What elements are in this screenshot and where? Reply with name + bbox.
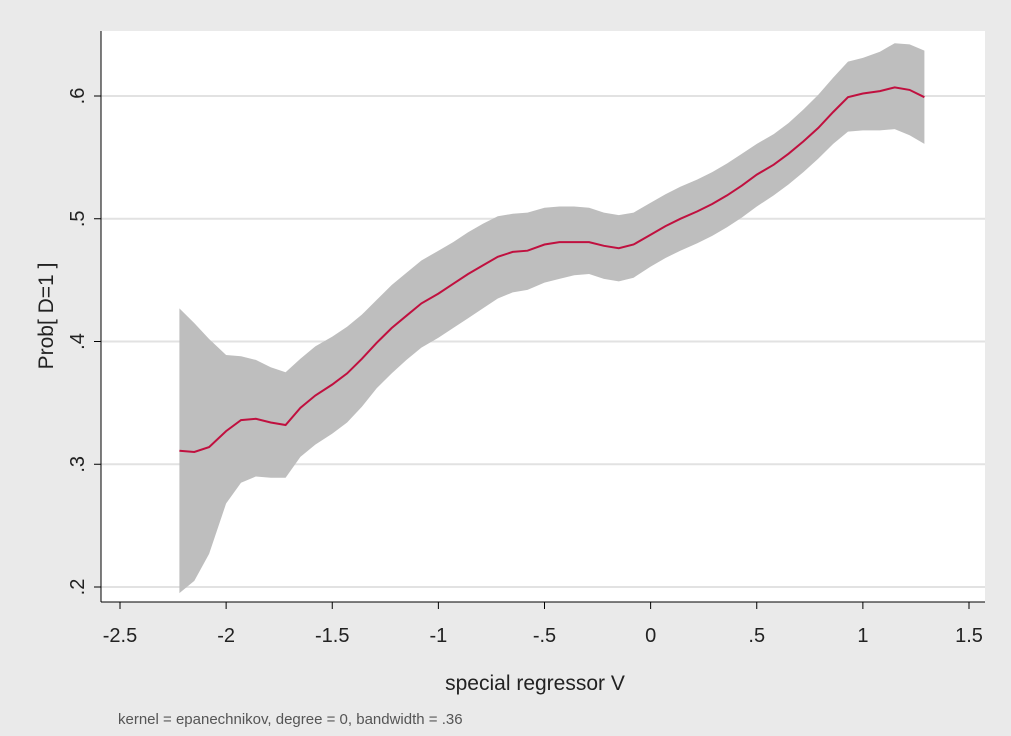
x-tick-label: 0 [645, 625, 656, 647]
x-axis-title: special regressor V [445, 672, 625, 695]
x-tick-label: .5 [748, 625, 765, 647]
confidence-band [179, 43, 925, 594]
x-tick-label: 1.5 [955, 625, 983, 647]
x-tick-label: 1 [857, 625, 868, 647]
x-tick-label: -.5 [533, 625, 556, 647]
x-tick-label: -2 [217, 625, 235, 647]
y-tick-label: .6 [67, 88, 89, 105]
y-axis: .2 .3 .4 .5 .6 [67, 88, 101, 596]
x-tick-label: -1 [429, 625, 447, 647]
series-line [179, 86, 925, 454]
y-tick-label: .2 [67, 579, 89, 596]
chart-note: kernel = epanechnikov, degree = 0, bandw… [118, 711, 463, 728]
y-tick-label: .4 [67, 333, 89, 350]
y-tick-label: .5 [67, 210, 89, 227]
x-axis: -2.5 -2 -1.5 -1 -.5 0 .5 1 1.5 [103, 602, 983, 647]
y-tick-label: .3 [67, 456, 89, 473]
y-axis-title: Prob[ D=1 ] [35, 263, 58, 370]
x-tick-label: -1.5 [315, 625, 349, 647]
x-tick-label: -2.5 [103, 625, 137, 647]
